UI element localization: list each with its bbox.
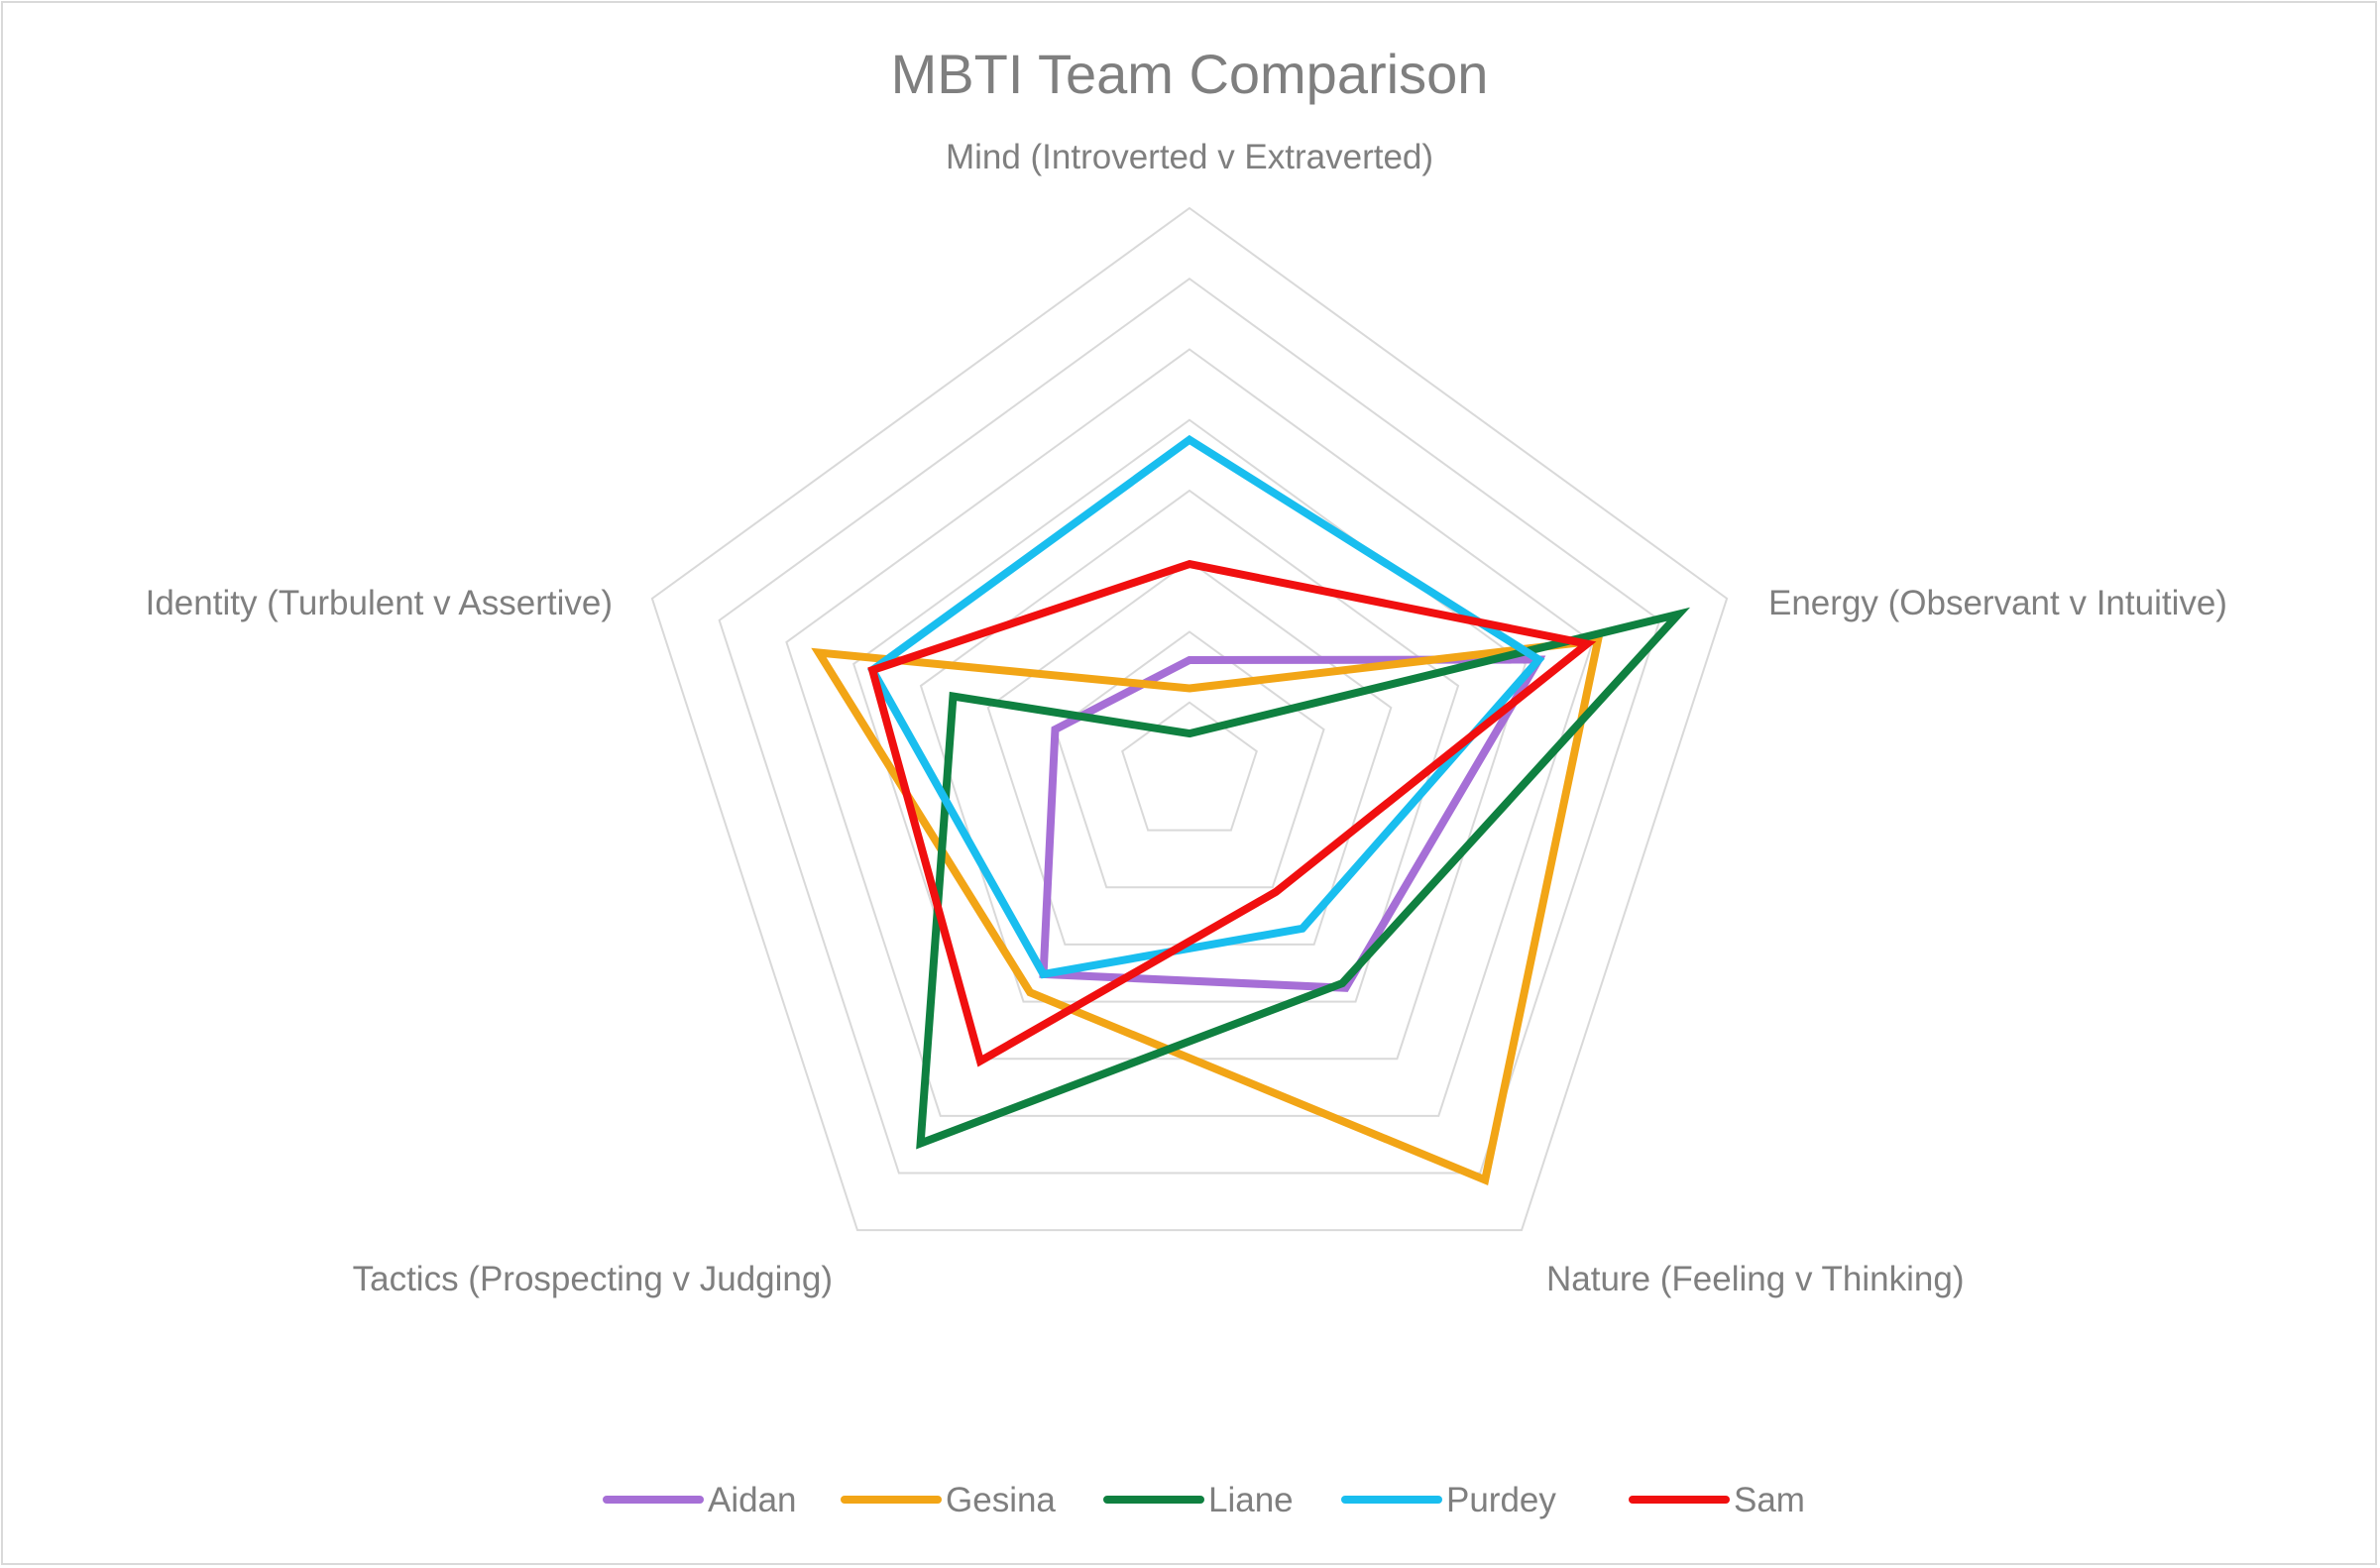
legend-label: Liane	[1208, 1481, 1294, 1519]
legend-item-aidan: Aidan	[603, 1481, 797, 1519]
chart-title: MBTI Team Comparison	[891, 43, 1489, 105]
grid-ring-7	[718, 278, 1661, 1175]
series-liane	[916, 607, 1691, 1150]
axis-label-3: Nature (Feeling v Thinking)	[1546, 1260, 1965, 1298]
grid-ring-4	[919, 489, 1460, 1003]
grid-ring-1	[1121, 701, 1258, 832]
axis-label-4: Tactics (Prospecting v Judging)	[353, 1260, 833, 1298]
legend-label: Sam	[1734, 1481, 1805, 1519]
grid-ring-6	[785, 348, 1594, 1117]
legend-item-liane: Liane	[1103, 1481, 1294, 1519]
axis-label-1: Mind (Introverted v Extraverted)	[946, 138, 1433, 176]
axis-labels: Mind (Introverted v Extraverted) Energy (…	[146, 138, 2227, 1298]
axis-label-2: Energy (Observant v Intuitive)	[1768, 584, 2227, 622]
legend-item-purdey: Purdey	[1341, 1481, 1556, 1519]
legend-label: Purdey	[1446, 1481, 1556, 1519]
grid-ring-8	[650, 206, 1729, 1232]
grid-ring-2	[1054, 630, 1325, 889]
legend-item-gesina: Gesina	[841, 1481, 1056, 1519]
radar-grid	[650, 206, 1729, 1232]
legend-label: Aidan	[708, 1481, 797, 1519]
series-sam	[867, 559, 1597, 1067]
legend-item-sam: Sam	[1629, 1481, 1805, 1519]
legend-label: Gesina	[946, 1481, 1056, 1519]
axis-label-5: Identity (Turbulent v Assertive)	[146, 584, 613, 622]
series-lines	[811, 434, 1691, 1185]
legend: Aidan Gesina Liane Purdey Sam	[603, 1481, 1805, 1519]
